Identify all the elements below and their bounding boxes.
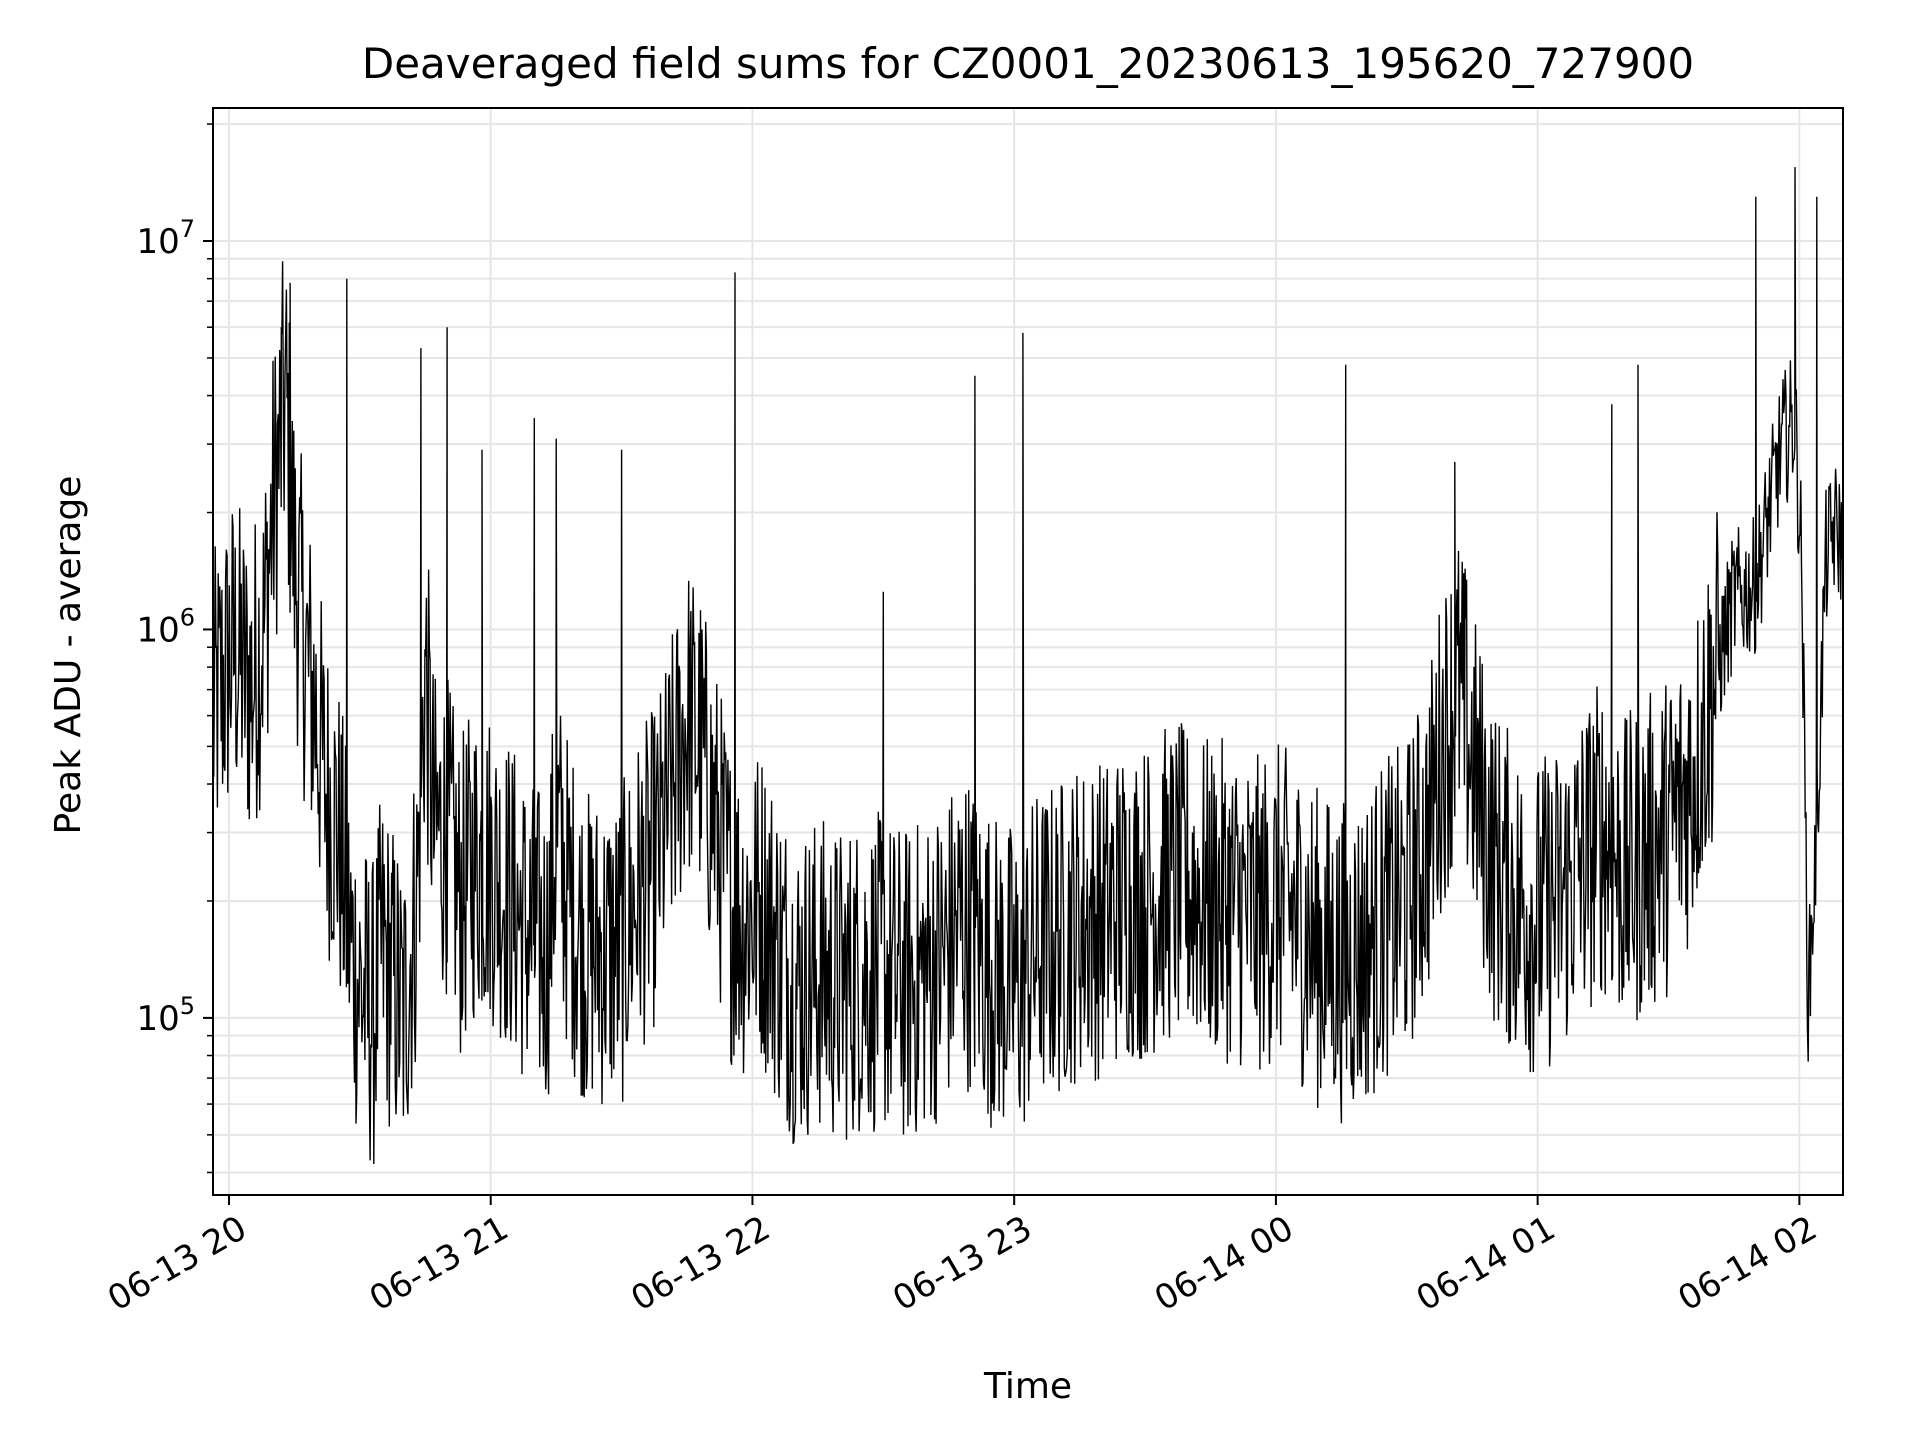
- y-axis-label: Peak ADU - average: [48, 476, 89, 835]
- axes-frame: [212, 107, 1844, 1196]
- series-line: [212, 167, 1844, 1165]
- y-tick-label: 106: [136, 603, 195, 650]
- grid: [213, 108, 1843, 1195]
- x-axis-label: Time: [983, 1366, 1072, 1407]
- chart-title: Deaveraged field sums for CZ0001_2023061…: [362, 39, 1694, 88]
- y-tick-label: 105: [136, 992, 195, 1039]
- plot-area: [212, 167, 1844, 1165]
- y-axis: 105 106 107: [136, 123, 213, 1174]
- y-tick-label: 107: [136, 215, 195, 262]
